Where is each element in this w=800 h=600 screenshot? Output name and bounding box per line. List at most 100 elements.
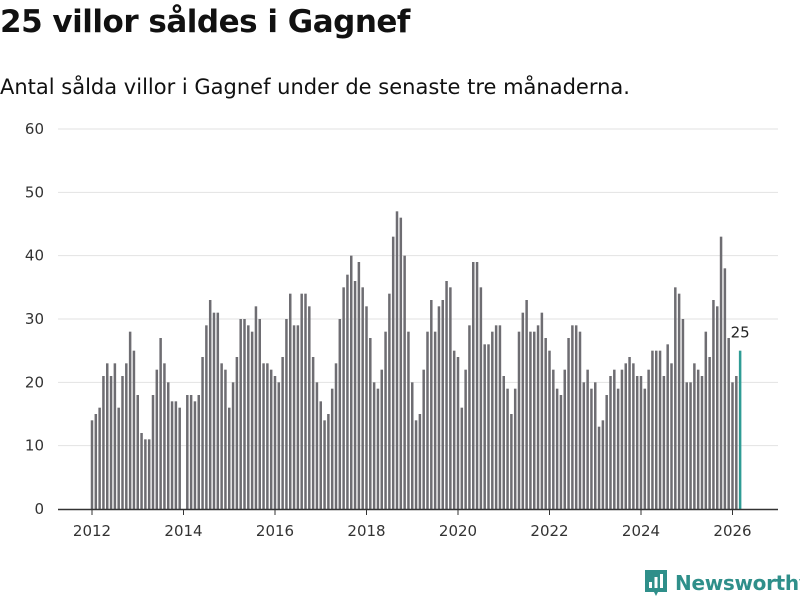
bar bbox=[399, 217, 403, 510]
bar bbox=[327, 414, 330, 509]
bar bbox=[254, 306, 258, 509]
bar bbox=[727, 338, 730, 509]
bar bbox=[460, 407, 464, 509]
bar bbox=[243, 319, 246, 509]
bar bbox=[212, 312, 216, 509]
y-tick-label: 60 bbox=[25, 120, 44, 138]
bar bbox=[407, 331, 410, 509]
bar bbox=[224, 369, 227, 509]
bar bbox=[540, 312, 544, 509]
bar bbox=[613, 369, 616, 509]
bar bbox=[98, 407, 101, 509]
bar bbox=[632, 363, 635, 509]
bar bbox=[269, 369, 273, 509]
bar bbox=[441, 300, 444, 509]
bar bbox=[468, 325, 471, 509]
bar bbox=[510, 414, 513, 509]
bar bbox=[563, 369, 566, 509]
bar bbox=[311, 357, 315, 509]
bar bbox=[567, 338, 570, 509]
x-tick-label: 2014 bbox=[164, 522, 202, 540]
x-tick-label: 2024 bbox=[622, 522, 660, 540]
bar bbox=[247, 325, 250, 509]
bar bbox=[132, 350, 136, 509]
bar bbox=[475, 262, 479, 509]
bar bbox=[723, 268, 727, 509]
gridlines bbox=[58, 128, 778, 447]
bar bbox=[525, 300, 528, 509]
bar bbox=[521, 312, 525, 509]
bar bbox=[426, 331, 429, 509]
bar bbox=[590, 388, 593, 509]
bar bbox=[414, 420, 418, 509]
bar bbox=[445, 281, 448, 509]
bar bbox=[144, 439, 147, 509]
bar bbox=[681, 319, 685, 509]
bar bbox=[456, 357, 460, 509]
bar bbox=[250, 331, 254, 509]
x-tick-label: 2018 bbox=[347, 522, 385, 540]
bar bbox=[529, 331, 532, 509]
bar bbox=[674, 287, 677, 509]
bar bbox=[601, 420, 605, 509]
bar bbox=[281, 357, 284, 509]
bar bbox=[491, 331, 494, 509]
bar bbox=[506, 388, 509, 509]
bar bbox=[620, 369, 624, 509]
bar bbox=[258, 319, 261, 509]
bar bbox=[555, 388, 559, 509]
bar bbox=[319, 401, 322, 509]
bar bbox=[121, 376, 124, 509]
bar bbox=[716, 306, 719, 509]
bar bbox=[365, 306, 368, 509]
bar bbox=[163, 363, 166, 509]
bar bbox=[113, 363, 117, 509]
bar bbox=[594, 382, 597, 509]
newsworthy-logo-text: Newsworthy bbox=[675, 571, 800, 595]
bar bbox=[693, 363, 696, 509]
bar bbox=[449, 287, 452, 509]
bar bbox=[472, 262, 475, 509]
chart-title: 25 villor såldes i Gagnef bbox=[0, 4, 410, 40]
bar bbox=[628, 357, 631, 509]
bar bbox=[422, 369, 425, 509]
bar bbox=[330, 388, 334, 509]
bar bbox=[479, 287, 483, 509]
bar bbox=[273, 376, 277, 509]
bar bbox=[376, 388, 380, 509]
bar bbox=[578, 331, 582, 509]
bar bbox=[323, 420, 326, 509]
bar bbox=[208, 300, 212, 509]
bar bbox=[304, 293, 307, 509]
bar bbox=[452, 350, 456, 509]
bar bbox=[552, 369, 555, 509]
bar bbox=[609, 376, 612, 509]
bar bbox=[651, 350, 654, 509]
bar bbox=[464, 369, 467, 509]
bar bbox=[437, 306, 441, 509]
bar bbox=[689, 382, 692, 509]
bar bbox=[719, 236, 723, 510]
bar bbox=[411, 382, 414, 509]
bar bbox=[502, 376, 505, 509]
bar bbox=[170, 401, 174, 509]
bar bbox=[403, 255, 406, 509]
bar bbox=[147, 439, 151, 509]
bar bbox=[494, 325, 498, 509]
bar bbox=[117, 407, 120, 509]
bar bbox=[605, 395, 608, 509]
bar bbox=[193, 401, 197, 509]
bar bbox=[372, 382, 376, 509]
bar bbox=[662, 376, 666, 509]
bar bbox=[395, 211, 399, 509]
bar bbox=[559, 395, 563, 509]
bar bbox=[201, 357, 204, 509]
bar bbox=[262, 363, 265, 509]
bar bbox=[109, 376, 113, 509]
bar bbox=[388, 293, 391, 509]
bar bbox=[357, 262, 361, 509]
bar bbox=[536, 325, 540, 509]
bar bbox=[308, 306, 311, 509]
bar bbox=[586, 369, 589, 509]
bar bbox=[369, 338, 372, 509]
